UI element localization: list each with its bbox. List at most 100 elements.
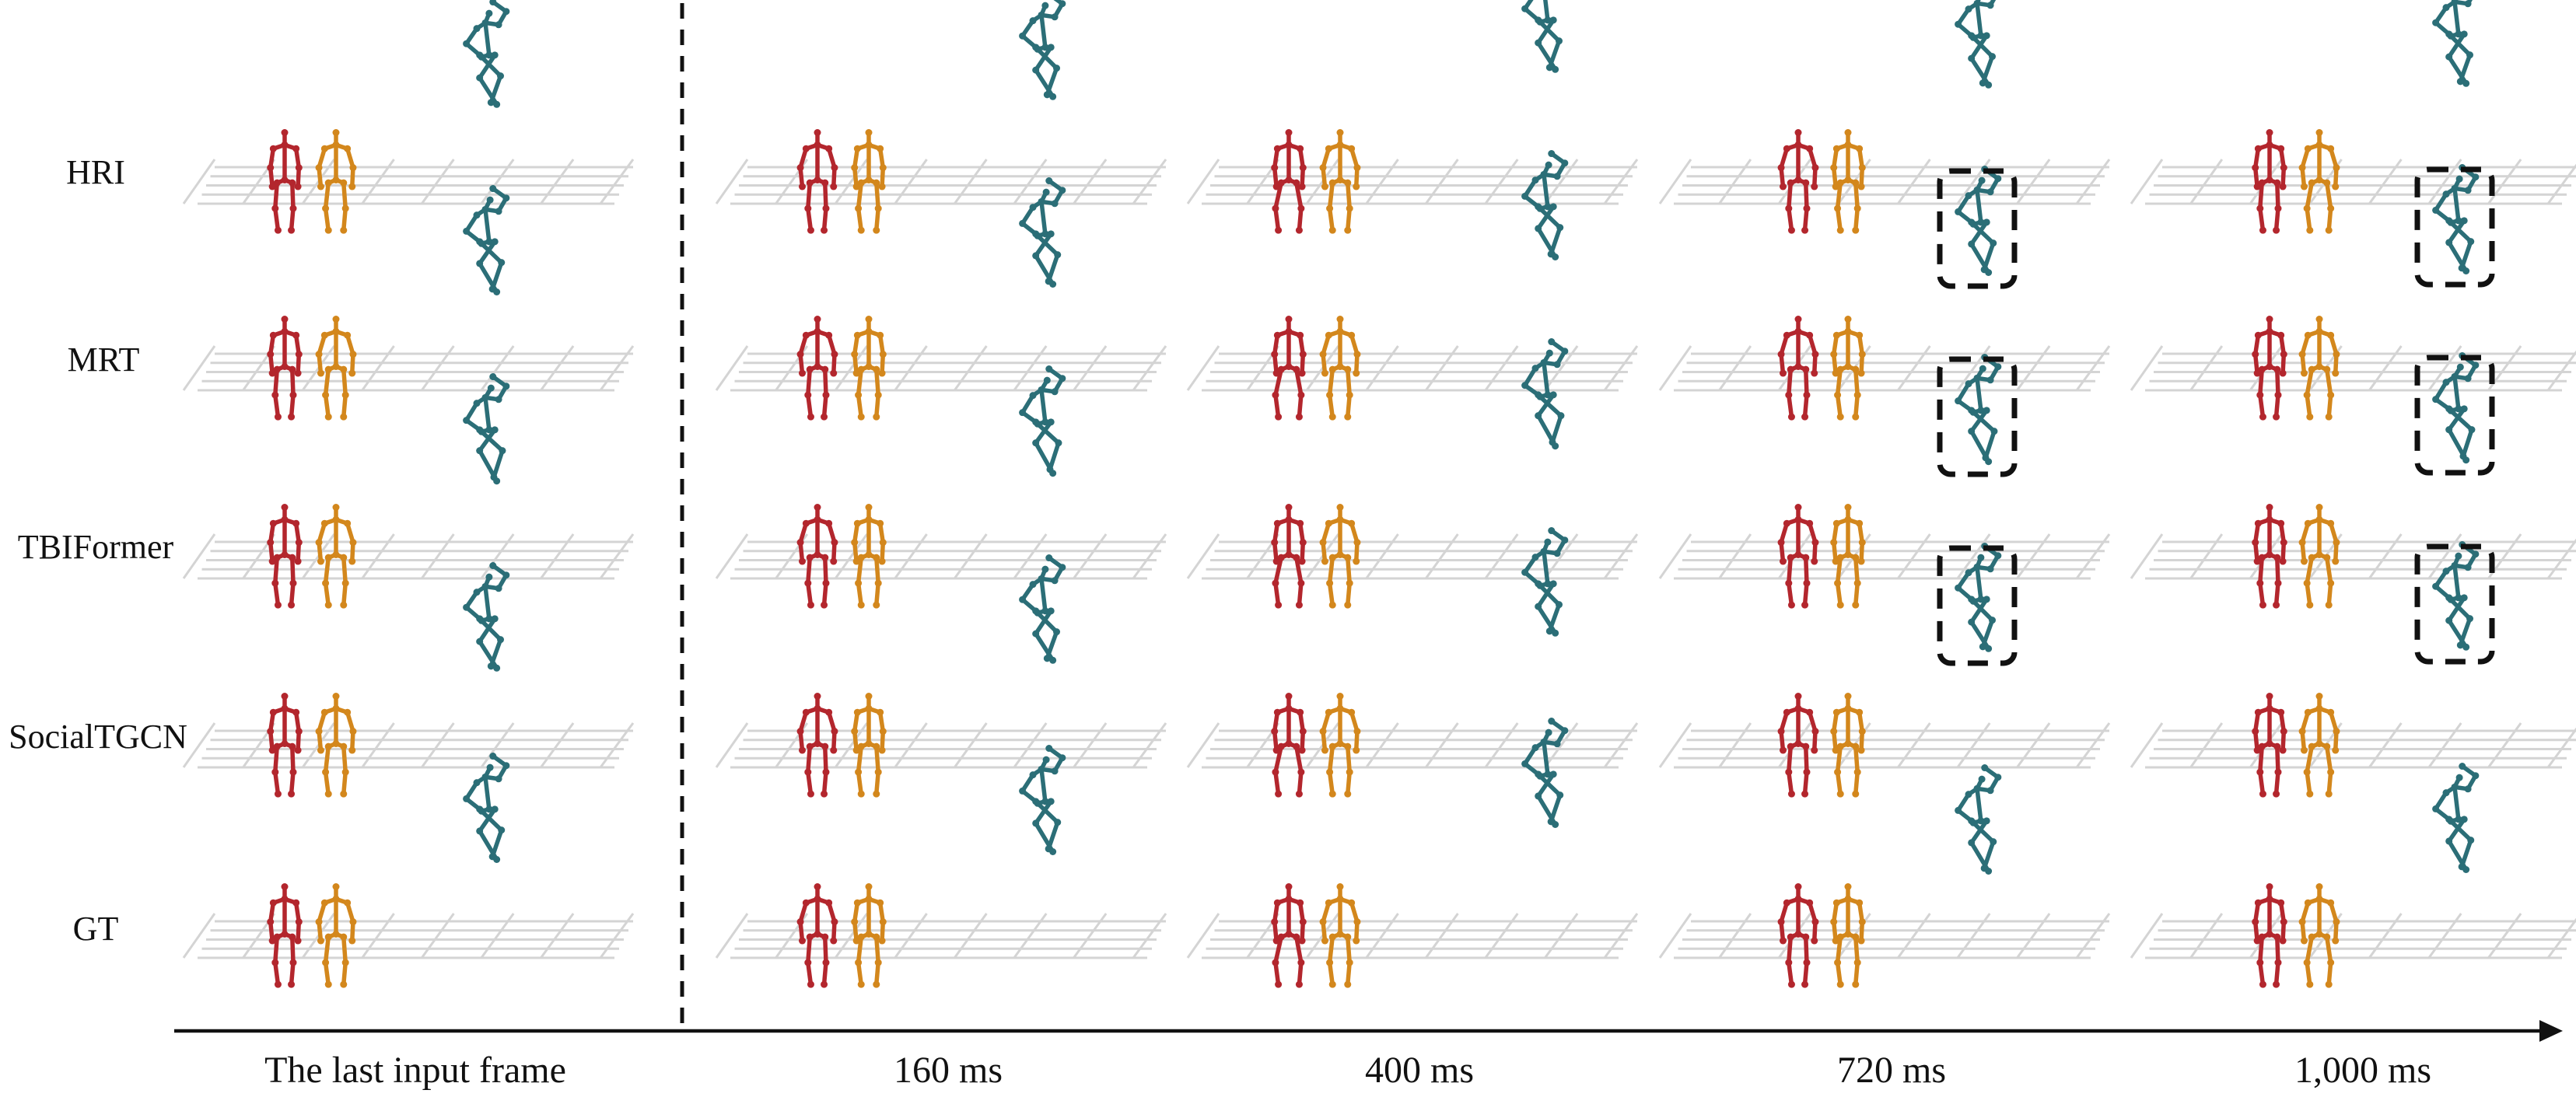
skeleton-bone bbox=[874, 744, 880, 774]
skeleton-joint bbox=[1051, 13, 1059, 21]
skeleton-joint bbox=[1986, 376, 1994, 384]
skeleton-joint bbox=[2298, 918, 2306, 926]
skeleton-joint bbox=[317, 183, 324, 190]
skeleton-joint bbox=[271, 768, 279, 776]
skeleton-joint bbox=[1319, 164, 1327, 172]
floor-grid-line bbox=[1718, 722, 1752, 768]
skeleton-joint bbox=[853, 145, 861, 152]
skeleton-joint bbox=[485, 9, 493, 17]
skeleton-bone bbox=[1802, 770, 1809, 796]
skeleton-joint bbox=[1273, 331, 1281, 339]
skeleton-bone bbox=[479, 241, 504, 265]
skeleton-joint bbox=[2259, 413, 2266, 421]
skeleton-bone bbox=[2305, 206, 2312, 232]
skeleton-joint bbox=[2464, 564, 2472, 571]
skeleton-joint bbox=[1794, 895, 1802, 903]
skeleton-joint bbox=[814, 176, 821, 183]
skeleton-bone bbox=[1039, 576, 1048, 613]
skeleton-joint bbox=[1297, 331, 1304, 339]
skeleton-joint bbox=[2460, 816, 2468, 823]
skeleton-joint bbox=[2308, 365, 2315, 373]
skeleton-joint bbox=[292, 145, 300, 152]
skeleton-joint bbox=[2298, 164, 2306, 172]
skeleton-bone bbox=[823, 744, 828, 774]
skeleton-joint bbox=[1853, 768, 1861, 776]
skeleton-bone bbox=[2258, 367, 2264, 397]
skeleton-joint bbox=[1328, 226, 1336, 234]
skeleton-joint bbox=[476, 638, 484, 645]
skeleton-joint bbox=[796, 351, 804, 358]
skeleton-joint bbox=[2252, 918, 2259, 926]
skeleton-joint bbox=[2460, 405, 2468, 413]
skeleton-joint bbox=[814, 883, 821, 890]
skeleton-bone bbox=[273, 744, 279, 774]
skeleton-joint bbox=[1832, 369, 1839, 377]
skeleton-joint bbox=[1801, 790, 1809, 798]
skeleton-joint bbox=[1059, 0, 1066, 8]
skeleton-bone bbox=[1033, 68, 1055, 100]
skeleton-bone bbox=[1975, 376, 1983, 413]
skeleton-bone bbox=[341, 581, 348, 607]
skeleton-joint bbox=[1979, 79, 1986, 87]
skeleton-joint bbox=[269, 145, 277, 152]
skeleton-joint bbox=[281, 316, 289, 323]
skeleton-joint bbox=[292, 519, 300, 527]
skeleton-joint bbox=[267, 164, 275, 172]
floor-grid-line bbox=[480, 345, 515, 391]
skeleton-joint bbox=[2266, 895, 2273, 903]
skeleton-joint bbox=[1346, 768, 1353, 776]
floor-grid-line bbox=[715, 913, 749, 959]
skeleton-joint bbox=[851, 164, 859, 172]
person-orange-skeleton bbox=[1830, 316, 1866, 421]
skeleton-joint bbox=[349, 918, 357, 926]
skeleton-joint bbox=[1346, 959, 1353, 966]
skeleton-joint bbox=[344, 519, 352, 527]
skeleton-joint bbox=[2253, 937, 2261, 945]
skeleton-joint bbox=[879, 539, 887, 547]
skeleton-joint bbox=[2277, 519, 2285, 527]
skeleton-joint bbox=[1029, 204, 1037, 211]
skeleton-joint bbox=[273, 554, 281, 561]
skeleton-joint bbox=[349, 728, 357, 735]
skeleton-joint bbox=[2266, 363, 2273, 370]
floor-grid-line bbox=[1013, 722, 1048, 768]
skeleton-joint bbox=[2464, 187, 2472, 194]
skeleton-joint bbox=[1794, 176, 1802, 183]
skeleton-joint bbox=[1321, 937, 1328, 945]
skeleton-joint bbox=[1285, 704, 1293, 712]
skeleton-bone bbox=[1327, 960, 1335, 987]
skeleton-joint bbox=[2455, 405, 2462, 413]
skeleton-joint bbox=[807, 790, 814, 798]
skeleton-joint bbox=[878, 746, 886, 754]
skeleton-joint bbox=[268, 183, 276, 190]
person-red-skeleton bbox=[796, 129, 838, 234]
skeleton-joint bbox=[1856, 899, 1864, 907]
person-orange-skeleton bbox=[1830, 129, 1866, 234]
skeleton-joint bbox=[502, 194, 510, 202]
skeleton-joint bbox=[2327, 204, 2335, 212]
floor-grid-line bbox=[2189, 533, 2224, 579]
skeleton-joint bbox=[830, 937, 838, 945]
skeleton-joint bbox=[463, 795, 471, 802]
skeleton-joint bbox=[2327, 899, 2335, 907]
floor-grid-line bbox=[361, 913, 395, 959]
skeleton-joint bbox=[1777, 351, 1785, 358]
skeleton-joint bbox=[1990, 838, 1997, 846]
floor-grid-line bbox=[599, 533, 635, 579]
skeleton-joint bbox=[2273, 226, 2280, 234]
skeleton-joint bbox=[1794, 551, 1802, 558]
skeleton-bone bbox=[1787, 581, 1794, 607]
highlight-box-tbiformer-t720 bbox=[1937, 356, 2018, 477]
row-labels: HRI MRT TBIFormer SocialTGCN GT bbox=[9, 153, 187, 948]
floor-grid-line bbox=[954, 722, 988, 768]
skeleton-joint bbox=[1047, 230, 1055, 238]
skeleton-joint bbox=[340, 365, 348, 373]
skeleton-joint bbox=[1844, 176, 1852, 183]
skeleton-joint bbox=[2315, 504, 2323, 511]
skeleton-joint bbox=[2273, 413, 2280, 421]
skeleton-joint bbox=[1325, 519, 1332, 527]
skeleton-bone bbox=[341, 206, 348, 232]
floor-grid-line bbox=[1658, 345, 1692, 391]
skeleton-bone bbox=[2258, 555, 2264, 585]
skeleton-bone bbox=[1969, 56, 1991, 88]
